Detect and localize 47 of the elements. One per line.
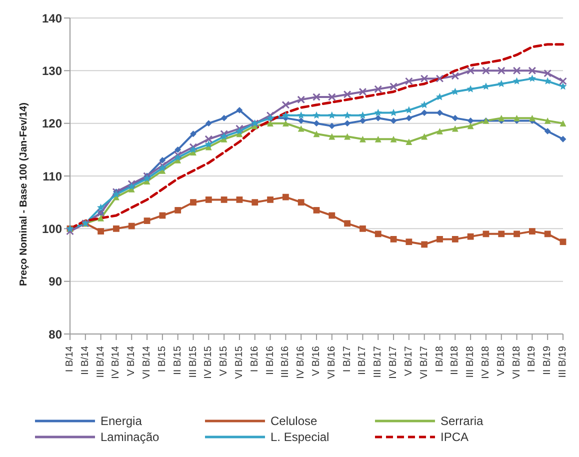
- x-tick-label: I B/16: [249, 346, 260, 372]
- x-tick-label: I B/19: [526, 346, 538, 372]
- y-tick-label: 140: [42, 11, 62, 26]
- x-tick-label: V B/15: [218, 346, 230, 376]
- x-tick-label: IV B/17: [388, 346, 400, 379]
- x-tick-label: II B/18: [450, 346, 461, 375]
- x-tick-label: V B/14: [126, 346, 138, 376]
- x-tick-label: IV B/14: [110, 346, 122, 379]
- x-tick-label: II B/14: [80, 346, 91, 375]
- x-tick-label: IV B/16: [296, 346, 307, 379]
- x-tick-label: II B/19: [542, 346, 554, 375]
- y-tick-label: 120: [42, 116, 62, 131]
- x-tick-label: V B/18: [496, 346, 507, 376]
- x-tick-label: V B/16: [311, 346, 322, 376]
- x-tick-label: III B/19: [558, 346, 568, 378]
- x-tick-label: VI B/17: [418, 346, 430, 379]
- legend-label: Energia: [100, 414, 142, 428]
- x-tick-label: VI B/15: [234, 346, 245, 379]
- x-tick-label: II B/17: [357, 346, 368, 375]
- x-tick-label: III B/16: [280, 346, 292, 378]
- x-tick-label: III B/17: [372, 346, 384, 378]
- legend-label: L. Especial: [270, 430, 330, 444]
- legend-label: Laminação: [100, 430, 160, 444]
- x-tick-label: I B/14: [64, 346, 76, 372]
- x-tick-label: III B/14: [95, 346, 106, 378]
- legend-label: Celulose: [270, 414, 318, 428]
- x-tick-label: V B/17: [403, 346, 414, 376]
- x-tick-label: I B/17: [342, 346, 353, 372]
- x-tick-label: III B/15: [188, 346, 199, 378]
- x-tick-label: III B/18: [465, 346, 476, 378]
- y-tick-label: 100: [42, 222, 62, 236]
- y-tick-label: 80: [48, 327, 62, 342]
- y-tick-label: 110: [42, 169, 62, 184]
- x-tick-label: I B/15: [156, 346, 168, 372]
- y-tick-label: 130: [42, 64, 62, 78]
- x-tick-label: I B/18: [434, 346, 446, 372]
- legend-label: Serraria: [440, 414, 484, 428]
- x-tick-label: VI B/14: [142, 346, 153, 379]
- x-tick-label: II B/15: [172, 346, 184, 375]
- x-tick-label: II B/16: [264, 346, 276, 375]
- x-tick-label: VI B/16: [326, 346, 338, 379]
- x-tick-label: VI B/18: [511, 346, 522, 379]
- y-axis-title: Preço Nominal - Base 100 (Jan-Fev/14): [18, 102, 30, 286]
- x-tick-label: IV B/18: [480, 346, 492, 379]
- x-tick-label: IV B/15: [203, 346, 214, 379]
- y-tick-label: 90: [48, 274, 62, 289]
- legend-label: IPCA: [440, 430, 469, 444]
